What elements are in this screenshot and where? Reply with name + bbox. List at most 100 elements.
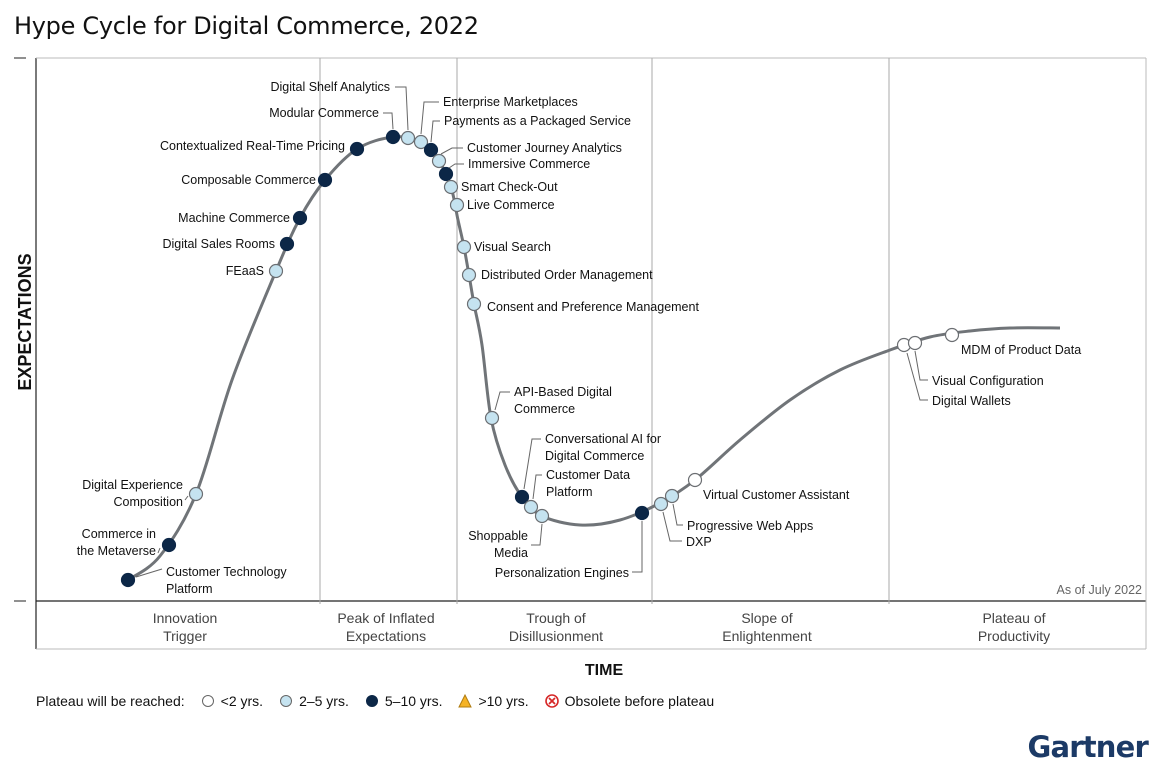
legend-label: >10 yrs. [478,693,529,709]
marker-distributed-order-management [461,267,477,283]
label-api-based-digital-commerce: API-Based Digital Commerce [514,385,612,416]
leader-progressive-web-apps [672,503,683,526]
label-live-commerce: Live Commerce [467,198,555,212]
phase-label-slope-of-enlightenment: Slope of Enlightenment [722,610,812,644]
phase-label-line: Innovation [153,610,218,626]
as-of-note: As of July 2022 [1057,583,1143,597]
label-modular-commerce: Modular Commerce [269,106,379,120]
leader-enterprise-marketplaces [420,101,439,135]
legend-label: 2–5 yrs. [299,693,349,709]
legend-label: 5–10 yrs. [384,693,443,709]
leader-customer-data-platform [532,474,542,500]
label-mdm-of-product-data: MDM of Product Data [961,343,1081,357]
leader-customer-technology-platform [135,568,163,578]
label-digital-shelf-analytics: Digital Shelf Analytics [270,80,390,94]
phase-label-line: Enlightenment [722,628,812,644]
leader-shoppable-media [531,523,543,546]
marker-conversational-ai-for-digital-commerce [514,489,530,505]
phase-label-line: Slope of [741,610,792,626]
legend-item-10-yrs: >10 yrs. [458,693,529,709]
label-personalization-engines: Personalization Engines [495,566,629,580]
label-commerce-in-the-metaverse: Commerce in the Metaverse [77,527,156,558]
leader-visual-configuration [914,350,928,381]
triangle-icon [458,694,473,708]
label-virtual-customer-assistant: Virtual Customer Assistant [703,488,850,502]
marker-live-commerce [449,197,465,213]
leader-customer-journey-analytics [440,147,463,155]
leader-conversational-ai-for-digital-commerce [523,438,541,490]
label-digital-wallets: Digital Wallets [932,394,1011,408]
legend-item-2-yrs: <2 yrs. [201,693,263,709]
leader-digital-experience-composition [184,495,189,501]
leader-dxp [662,511,682,542]
marker-digital-experience-composition [188,486,204,502]
marker-modular-commerce [385,129,401,145]
legend-item-obsolete-before-plateau: Obsolete before plateau [544,693,715,709]
leader-digital-shelf-analytics [395,86,409,131]
marker-customer-technology-platform [120,572,136,588]
label-digital-sales-rooms: Digital Sales Rooms [162,237,275,251]
phase-label-innovation-trigger: Innovation Trigger [153,610,218,644]
phase-label-line: Peak of Inflated [337,610,434,626]
label-customer-technology-platform: Customer Technology Platform [166,565,287,596]
label-immersive-commerce: Immersive Commerce [468,157,590,171]
label-customer-data-platform: Customer Data Platform [546,468,630,499]
marker-consent-and-preference-management [466,296,482,312]
marker-digital-shelf-analytics [400,130,416,146]
marker-feaas [268,263,284,279]
label-consent-and-preference-management: Consent and Preference Management [487,300,699,314]
marker-visual-search [456,239,472,255]
legend-title: Plateau will be reached: [36,693,185,709]
leader-payments-as-a-packaged-service [430,120,440,143]
leader-personalization-engines [632,521,643,573]
circle-icon [280,695,293,707]
marker-personalization-engines [634,505,650,521]
legend-item-5-10-yrs: 5–10 yrs. [365,693,443,709]
label-smart-check-out: Smart Check-Out [461,180,558,194]
label-feaas: FEaaS [226,264,264,278]
technology-markers [120,129,960,588]
marker-contextualized-real-time-pricing [349,141,365,157]
marker-immersive-commerce [438,166,454,182]
label-customer-journey-analytics: Customer Journey Analytics [467,141,622,155]
leader-immersive-commerce [448,163,464,169]
marker-virtual-customer-assistant [687,472,703,488]
gartner-logo: Gartner [1027,730,1148,764]
marker-progressive-web-apps [664,488,680,504]
circle-icon [365,695,378,707]
marker-digital-sales-rooms [279,236,295,252]
leader-digital-wallets [906,352,928,401]
label-visual-configuration: Visual Configuration [932,374,1044,388]
obsolete-x-icon [544,694,559,708]
hype-curve [127,135,1061,582]
marker-visual-configuration [907,335,923,351]
label-conversational-ai-for-digital-commerce: Conversational AI for Digital Commerce [545,432,661,463]
legend-item-2-5-yrs: 2–5 yrs. [279,693,349,709]
phase-label-plateau-of-productivity: Plateau of Productivity [978,610,1050,644]
label-distributed-order-management: Distributed Order Management [481,268,653,282]
label-composable-commerce: Composable Commerce [181,173,316,187]
circle-icon [201,695,214,707]
legend-label: <2 yrs. [220,693,264,709]
marker-enterprise-marketplaces [413,134,429,150]
marker-commerce-in-the-metaverse [161,537,177,553]
label-machine-commerce: Machine Commerce [178,211,290,225]
phase-label-line: Trigger [163,628,207,644]
marker-payments-as-a-packaged-service [423,142,439,158]
phase-label-line: Disillusionment [509,628,603,644]
label-visual-search: Visual Search [474,240,551,254]
marker-customer-journey-analytics [431,153,447,169]
phase-label-peak-of-inflated-expectations: Peak of Inflated Expectations [337,610,434,644]
label-payments-as-a-packaged-service: Payments as a Packaged Service [444,114,631,128]
x-axis-label: TIME [585,662,624,679]
marker-composable-commerce [317,172,333,188]
chart-title: Hype Cycle for Digital Commerce, 2022 [14,12,479,40]
leader-commerce-in-the-metaverse [157,547,161,554]
legend-label: Obsolete before plateau [564,693,715,709]
label-dxp: DXP [686,535,712,549]
marker-dxp [653,496,669,512]
leader-modular-commerce [383,112,394,130]
leader-api-based-digital-commerce [494,391,510,411]
marker-mdm-of-product-data [944,327,960,343]
